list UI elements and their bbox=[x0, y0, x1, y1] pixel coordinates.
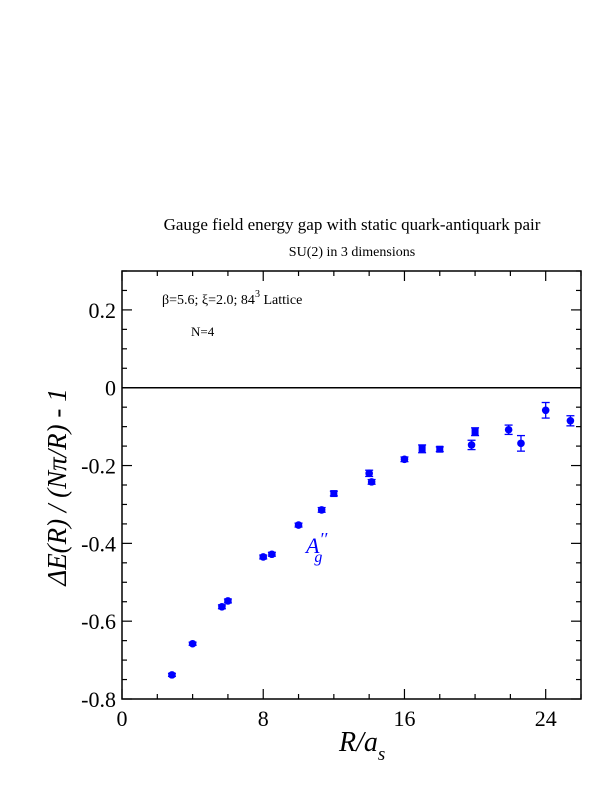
data-point-square bbox=[418, 445, 426, 453]
x-tick-label: 0 bbox=[117, 706, 128, 731]
data-point-circle bbox=[268, 550, 276, 559]
params-annotation: β=5.6; ξ=2.0; 843 Lattice bbox=[162, 289, 302, 308]
chart-subtitle: SU(2) in 3 dimensions bbox=[289, 245, 415, 260]
data-point-circle bbox=[365, 469, 373, 478]
ticks: 0 8 16 24 -0.8 -0.6 -0.4 -0.2 0 0.2 bbox=[81, 270, 582, 731]
data-point-circle bbox=[467, 441, 476, 449]
x-tick-label: 16 bbox=[393, 706, 415, 731]
data-point-square bbox=[330, 490, 338, 498]
y-tick-label: 0.2 bbox=[89, 298, 117, 323]
data-point-circle bbox=[294, 521, 303, 529]
data-point-circle bbox=[517, 439, 525, 448]
y-tick-label: -0.6 bbox=[81, 609, 116, 634]
data-point-circle bbox=[367, 478, 376, 486]
y-axis-label: ΔE(R) / (Nπ/R) - 1 bbox=[42, 388, 72, 586]
x-tick-label: 24 bbox=[535, 706, 557, 731]
y-tick-label: 0 bbox=[105, 376, 116, 401]
data-point-circle bbox=[188, 639, 197, 648]
x-axis-label: R/as bbox=[338, 727, 385, 765]
data-point-circle bbox=[218, 602, 226, 611]
y-tick-label: -0.4 bbox=[81, 531, 116, 556]
data-point-circle bbox=[400, 455, 409, 464]
data-points bbox=[167, 401, 575, 679]
data-point-square bbox=[471, 428, 479, 436]
chart-title: Gauge field energy gap with static quark… bbox=[164, 215, 541, 234]
data-point-square bbox=[436, 445, 444, 453]
data-point-circle bbox=[504, 425, 513, 434]
x-tick-label: 8 bbox=[258, 706, 269, 731]
data-point-circle bbox=[224, 597, 232, 605]
data-point-circle bbox=[259, 553, 268, 561]
data-point-circle bbox=[541, 406, 550, 415]
y-tick-label: -0.8 bbox=[81, 687, 116, 712]
y-tick-label: -0.2 bbox=[81, 454, 116, 479]
series-label: A′′ g bbox=[304, 529, 328, 566]
data-point-circle bbox=[566, 417, 575, 425]
data-point-circle bbox=[317, 506, 326, 514]
n-annotation: N=4 bbox=[191, 324, 215, 339]
data-point-circle bbox=[168, 671, 176, 679]
